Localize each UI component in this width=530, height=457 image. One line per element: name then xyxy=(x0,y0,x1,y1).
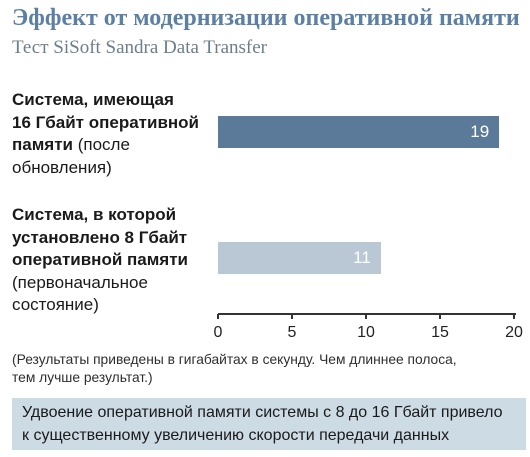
category-label-line: обновления) xyxy=(12,157,199,180)
conclusion-line: Удвоение оперативной памяти системы с 8 … xyxy=(22,404,503,421)
category-note: (первоначальное xyxy=(12,272,148,292)
category-label: Система, имеющая 16 Гбайт оперативной памя… xyxy=(12,89,199,179)
conclusion-box: Удвоение оперативной памяти системы с 8 … xyxy=(12,398,526,450)
category-note: (после xyxy=(73,135,130,154)
x-tick xyxy=(439,314,441,319)
chart-title: Эффект от модернизации оперативной памят… xyxy=(12,5,520,31)
category-name: Система, имеющая xyxy=(12,90,174,109)
x-tick xyxy=(365,314,367,319)
category-label-line: оперативной памяти xyxy=(12,249,188,272)
footnote-line: (Результаты приведены в гигабайтах в сек… xyxy=(12,352,457,367)
category-name: Система, в которой xyxy=(12,205,177,224)
category-name: оперативной памяти xyxy=(12,250,188,269)
x-tick-label: 5 xyxy=(287,324,297,341)
chart-subtitle: Тест SiSoft Sandra Data Transfer xyxy=(12,37,268,58)
category-name: памяти xyxy=(12,135,73,154)
bar-value-label: 11 xyxy=(353,248,371,267)
x-tick-label: 10 xyxy=(357,324,375,341)
category-name: 16 Гбайт оперативной xyxy=(12,112,199,132)
bar-value-label: 19 xyxy=(470,122,490,141)
category-label-line: (первоначальное xyxy=(12,272,188,295)
category-label: Система, в которой установлено 8 Гбайт опе… xyxy=(12,204,188,317)
x-tick-label: 20 xyxy=(505,324,523,341)
x-tick xyxy=(217,314,219,319)
x-tick xyxy=(291,314,293,319)
footnote: (Результаты приведены в гигабайтах в сек… xyxy=(12,351,457,387)
x-tick-label: 15 xyxy=(431,324,449,341)
category-note: обновления) xyxy=(12,157,112,177)
x-axis-line xyxy=(218,313,516,315)
x-tick-label: 0 xyxy=(213,324,223,341)
category-label-line: Система, имеющая xyxy=(12,89,199,112)
category-label-line: установлено 8 Гбайт xyxy=(12,227,188,250)
bar xyxy=(218,242,381,274)
category-label-line: 16 Гбайт оперативной xyxy=(12,112,199,135)
category-label-line: состояние) xyxy=(12,294,188,317)
category-name: установлено 8 Гбайт xyxy=(12,227,188,247)
bar xyxy=(218,116,500,148)
footnote-line: тем лучше результат.) xyxy=(12,370,153,385)
category-label-line: Система, в которой xyxy=(12,204,188,227)
conclusion-line: к существенному увеличению скорости пере… xyxy=(22,427,450,444)
category-label-line: памяти (после xyxy=(12,134,199,157)
x-tick xyxy=(513,314,515,319)
category-note: состояние) xyxy=(12,295,99,314)
